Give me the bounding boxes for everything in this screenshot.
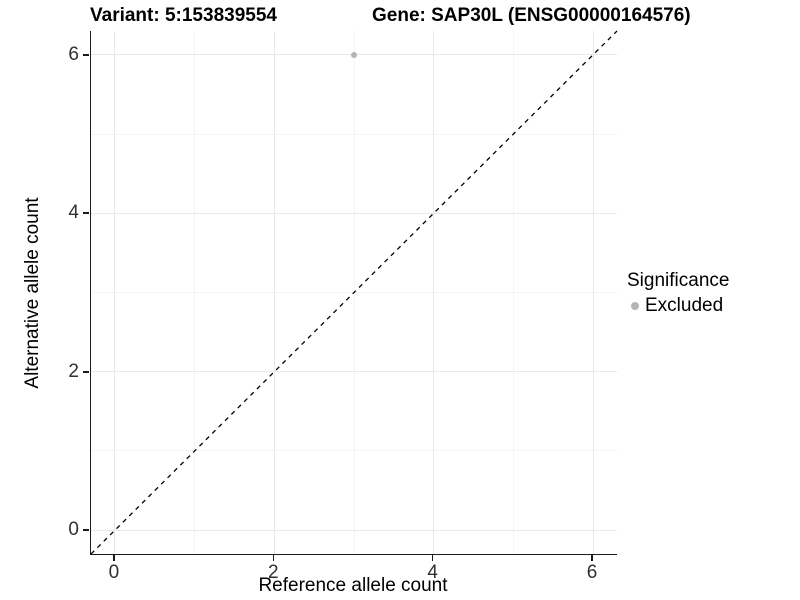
major-gridline-y	[91, 371, 617, 373]
x-axis-tick-label: 0	[108, 562, 120, 583]
x-axis-tick	[113, 555, 115, 561]
major-gridline-x	[273, 31, 275, 554]
major-gridline-x	[433, 31, 435, 554]
y-axis-tick	[83, 53, 89, 56]
legend: Significance Excluded	[627, 270, 729, 317]
legend-items: Excluded	[627, 295, 729, 317]
x-axis-tick	[431, 555, 434, 561]
legend-item: Excluded	[627, 295, 729, 317]
minor-gridline-y	[91, 450, 617, 452]
identity-dashed-line	[90, 30, 618, 555]
legend-key-dot	[631, 302, 639, 310]
major-gridline-y	[91, 212, 617, 214]
y-axis-tick-label: 2	[68, 360, 79, 382]
plot-panel	[90, 30, 618, 555]
x-axis-tick	[591, 555, 593, 561]
y-axis-tick	[83, 370, 89, 373]
data-point	[351, 51, 357, 58]
y-axis-tick	[83, 212, 89, 215]
y-axis-tick	[83, 529, 89, 532]
x-axis-title: Reference allele count	[258, 575, 448, 596]
legend-title: Significance	[627, 270, 730, 291]
x-axis-tick-label: 6	[586, 562, 598, 583]
major-gridline-x	[592, 31, 594, 554]
x-axis-tick	[272, 555, 275, 561]
x-axis-tick-label: 4	[427, 562, 438, 583]
major-gridline-x	[114, 31, 116, 554]
y-axis-tick-label: 0	[68, 519, 79, 541]
major-gridline-y	[91, 529, 617, 531]
legend-item-label: Excluded	[645, 295, 724, 316]
plot-title-gene: Gene: SAP30L (ENSG00000164576)	[372, 5, 691, 26]
y-axis-tick-label: 6	[68, 43, 79, 65]
minor-gridline-y	[91, 133, 617, 135]
plot-title-variant: Variant: 5:153839554	[90, 5, 277, 26]
y-axis-tick-label: 4	[68, 202, 79, 224]
y-axis-title: Alternative allele count	[22, 197, 43, 389]
x-axis-tick-label: 2	[268, 562, 279, 583]
